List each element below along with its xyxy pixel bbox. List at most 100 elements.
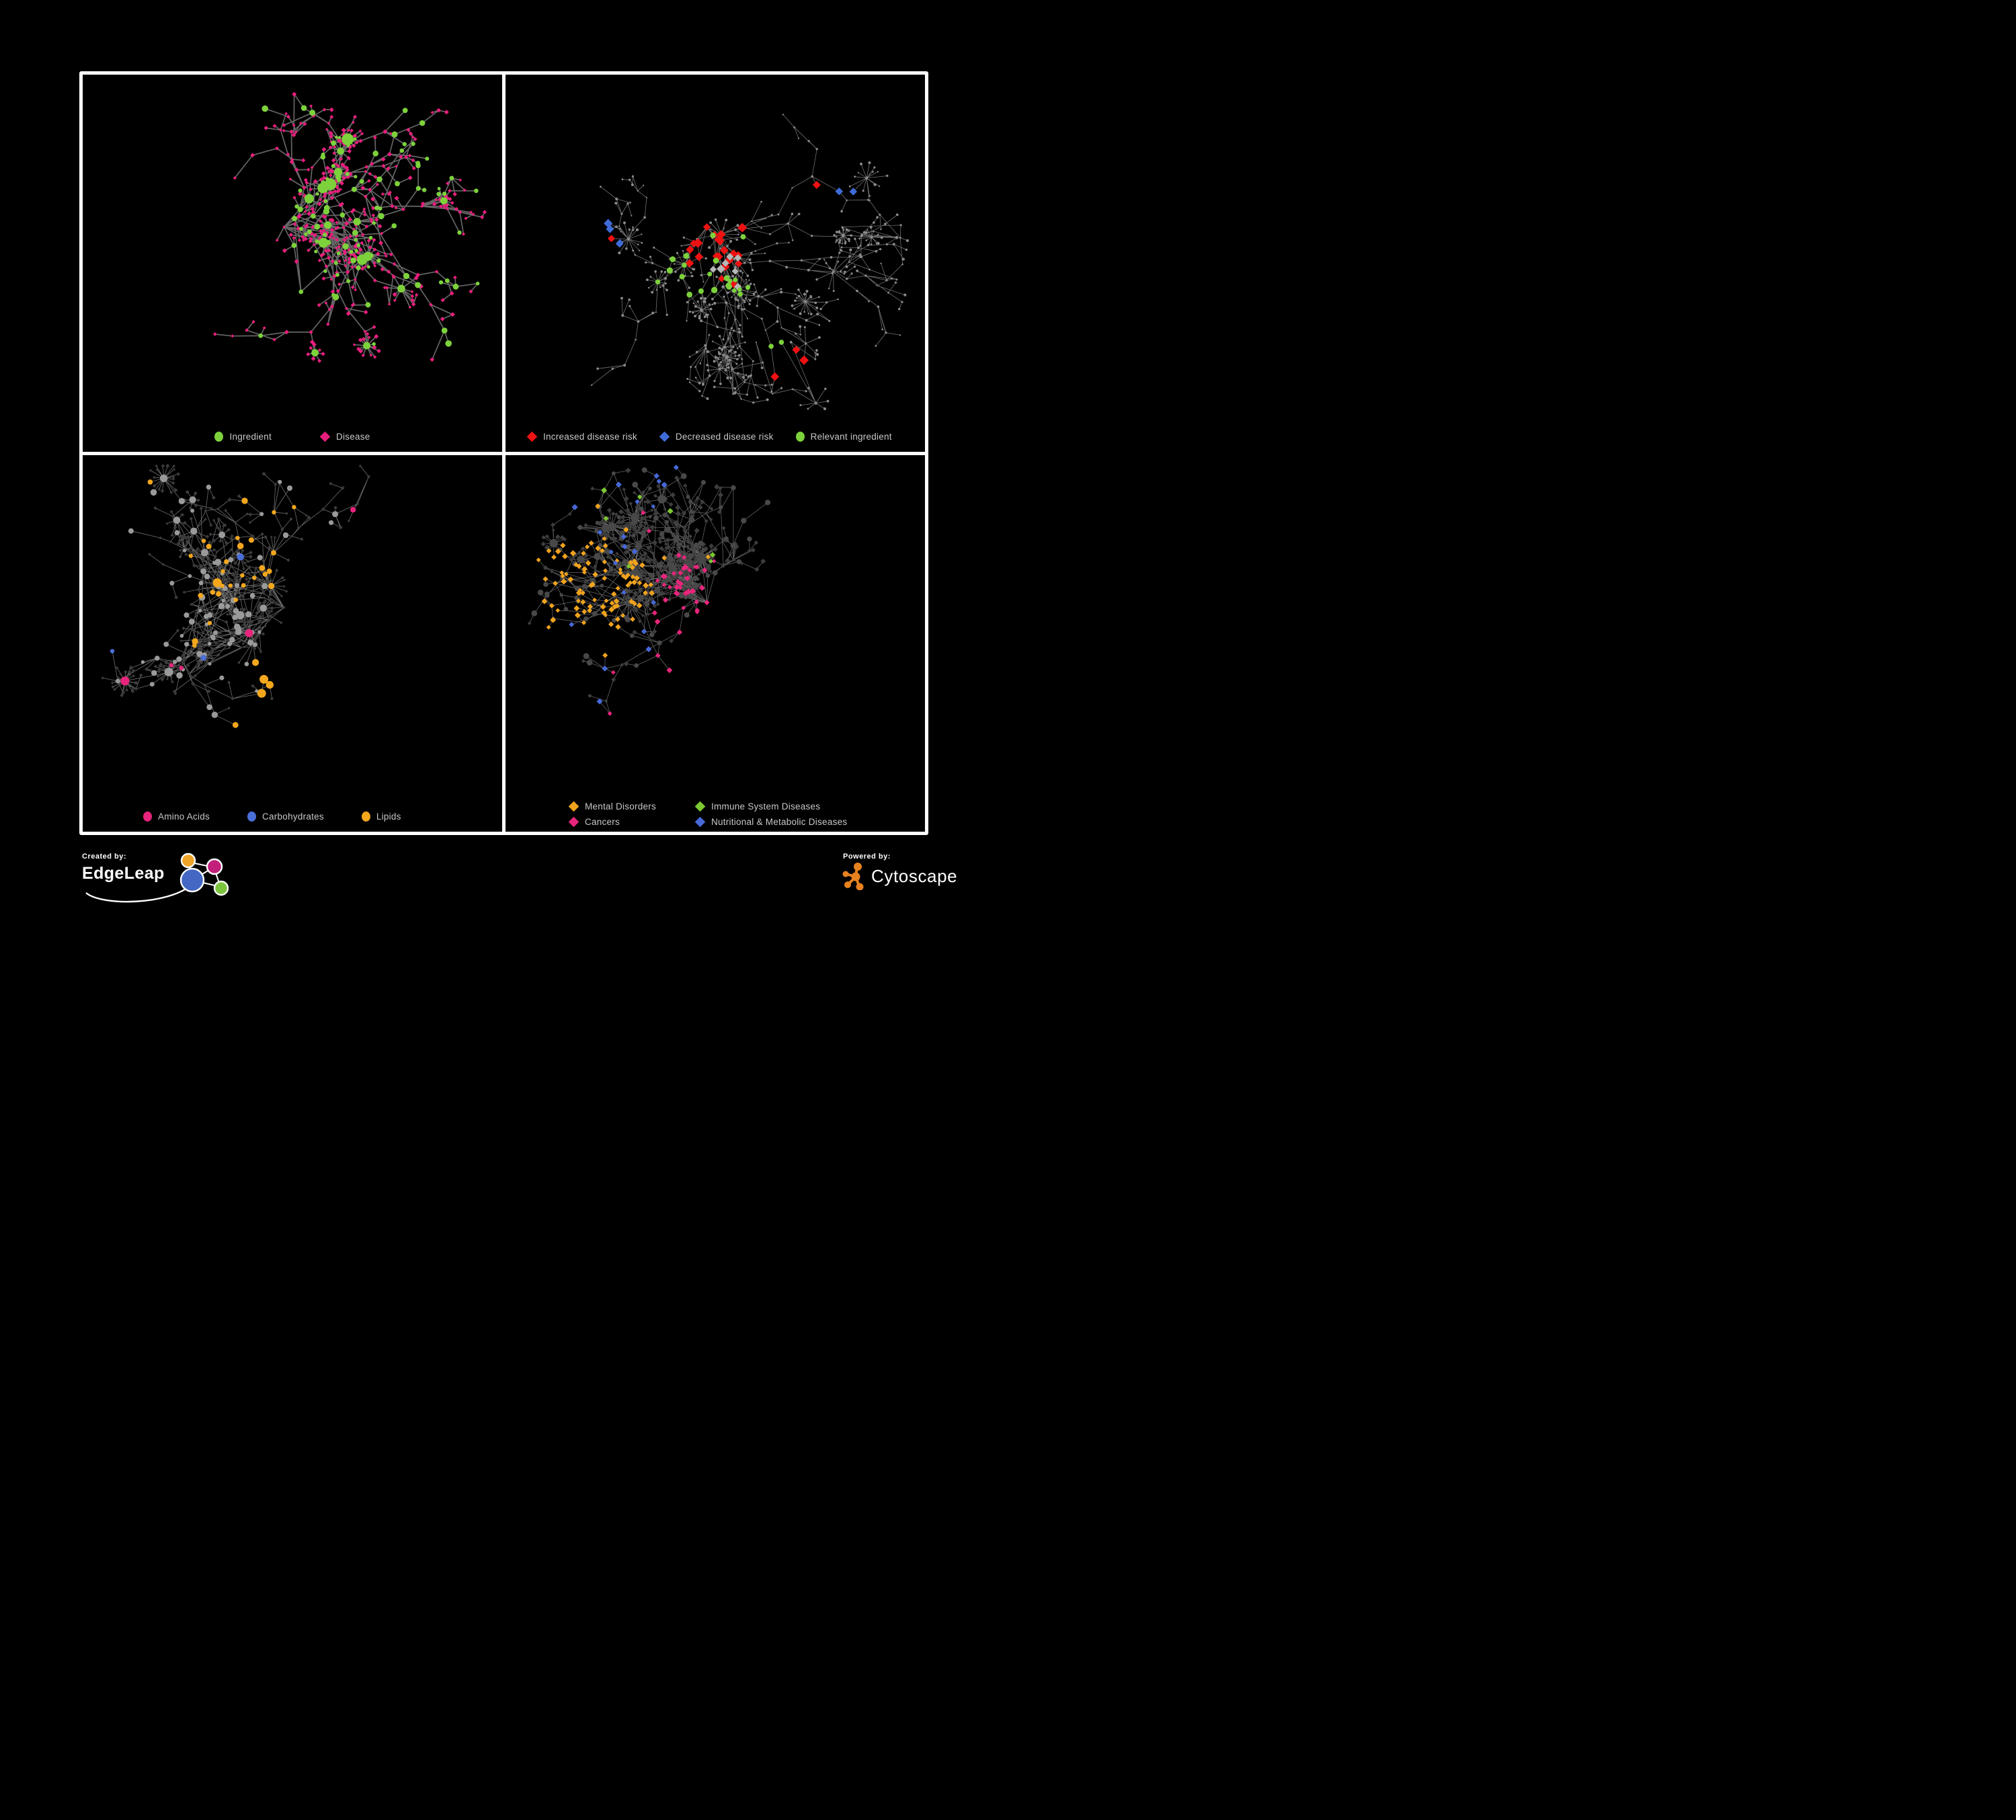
circle-node bbox=[730, 327, 733, 329]
circle-node bbox=[873, 183, 877, 186]
circle-node bbox=[711, 303, 714, 306]
circle-node bbox=[353, 137, 357, 141]
circle-node bbox=[807, 268, 810, 272]
circle-node bbox=[444, 278, 450, 283]
circle-node bbox=[741, 335, 743, 338]
circle-node bbox=[475, 281, 480, 286]
circle-node bbox=[760, 366, 764, 369]
circle-node bbox=[804, 300, 807, 303]
circle-node bbox=[649, 276, 652, 278]
circle-node bbox=[663, 497, 668, 501]
circle-node bbox=[708, 246, 711, 249]
cytoscape-logo-nodes bbox=[842, 863, 864, 890]
circle-node bbox=[818, 324, 821, 326]
circle-node bbox=[825, 301, 828, 304]
circle-node bbox=[311, 349, 319, 357]
edgeleap-network-nodes bbox=[179, 853, 229, 896]
circle-node bbox=[323, 221, 332, 229]
circle-node bbox=[620, 231, 622, 233]
powered-by-label: Powered by: bbox=[843, 853, 891, 861]
circle-node bbox=[692, 268, 694, 270]
circle-node bbox=[776, 306, 779, 309]
circle-node bbox=[227, 641, 233, 646]
circle-node bbox=[686, 560, 692, 565]
circle-node bbox=[701, 395, 703, 397]
circle-node bbox=[656, 562, 662, 567]
panel-nutrients: Amino Acids Carbohydrates Lipids bbox=[83, 454, 502, 832]
circle-node bbox=[159, 474, 168, 482]
circle-node bbox=[674, 270, 677, 273]
circle-node bbox=[537, 589, 544, 596]
circle-node bbox=[755, 342, 757, 344]
circle-node bbox=[614, 202, 618, 205]
circle-node bbox=[688, 499, 693, 504]
circle-node bbox=[772, 393, 774, 395]
circle-node bbox=[797, 294, 801, 298]
network-graph-disease-classes bbox=[527, 464, 771, 716]
circle-node bbox=[743, 262, 746, 264]
circle-node bbox=[221, 598, 225, 602]
circle-node bbox=[278, 479, 282, 484]
circle-node bbox=[895, 278, 898, 281]
circle-node bbox=[287, 485, 292, 491]
circle-node bbox=[598, 543, 603, 548]
circle-node bbox=[756, 396, 759, 399]
circle-node bbox=[860, 235, 862, 238]
circle-node bbox=[778, 340, 784, 345]
circle-node bbox=[858, 237, 860, 240]
circle-node bbox=[649, 255, 652, 258]
circle-node bbox=[877, 305, 880, 309]
circle-node bbox=[727, 362, 729, 365]
circle-node bbox=[207, 612, 213, 618]
panel-disease-risk: Increased disease risk Decreased disease… bbox=[506, 75, 925, 452]
circle-node bbox=[629, 305, 631, 307]
circle-node bbox=[848, 261, 850, 264]
circle-node bbox=[601, 524, 610, 532]
circle-node bbox=[735, 238, 739, 241]
circle-node bbox=[292, 504, 296, 509]
circle-node bbox=[621, 178, 624, 181]
circle-node bbox=[184, 612, 190, 618]
circle-node bbox=[331, 141, 336, 146]
circle-node bbox=[723, 227, 725, 229]
circle-node bbox=[721, 348, 724, 351]
circle-node bbox=[674, 263, 676, 265]
circle-node bbox=[789, 341, 793, 344]
circle-node bbox=[188, 618, 195, 625]
circle-node bbox=[815, 278, 818, 281]
circle-node bbox=[350, 506, 356, 512]
circle-node bbox=[879, 213, 881, 216]
circle-node bbox=[741, 272, 744, 274]
circle-node bbox=[208, 641, 212, 645]
circle-node bbox=[359, 179, 364, 184]
circle-node bbox=[797, 137, 800, 139]
circle-node bbox=[442, 192, 447, 196]
circle-node bbox=[368, 235, 373, 240]
circle-node bbox=[866, 198, 869, 201]
circle-node bbox=[563, 606, 568, 611]
circle-node bbox=[753, 283, 756, 286]
circle-node bbox=[747, 375, 750, 378]
circle-node bbox=[724, 368, 727, 372]
circle-node bbox=[350, 258, 356, 264]
circle-node bbox=[713, 258, 719, 264]
circle-node bbox=[729, 239, 733, 243]
legend-label: Ingredient bbox=[229, 431, 272, 442]
circle-node bbox=[881, 328, 883, 331]
circle-node bbox=[708, 303, 711, 306]
circle-node bbox=[297, 206, 303, 212]
circle-node bbox=[692, 548, 696, 553]
circle-node bbox=[811, 235, 813, 237]
circle-node bbox=[722, 338, 725, 341]
circle-node bbox=[876, 284, 878, 286]
circle-node bbox=[838, 230, 840, 232]
circle-node bbox=[648, 514, 652, 518]
circle-node bbox=[654, 586, 661, 594]
circle-node bbox=[692, 302, 695, 305]
circle-node bbox=[616, 514, 621, 519]
circle-node bbox=[736, 559, 742, 564]
circle-node bbox=[901, 263, 903, 266]
circle-node bbox=[653, 515, 659, 520]
circle-node bbox=[795, 293, 797, 295]
circle-node bbox=[905, 248, 908, 251]
